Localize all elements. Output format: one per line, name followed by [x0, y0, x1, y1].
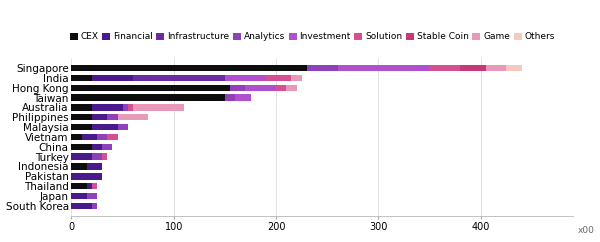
Bar: [276, 84, 286, 91]
Bar: [133, 75, 225, 81]
Bar: [225, 75, 266, 81]
Bar: [71, 134, 82, 140]
Bar: [71, 163, 87, 170]
Bar: [92, 144, 102, 150]
Bar: [71, 193, 87, 199]
Bar: [245, 84, 276, 91]
Bar: [92, 124, 118, 130]
Bar: [292, 75, 302, 81]
Bar: [92, 114, 107, 121]
Bar: [71, 183, 87, 189]
Bar: [460, 65, 486, 71]
Bar: [266, 75, 292, 81]
Bar: [92, 183, 97, 189]
Bar: [97, 134, 107, 140]
Bar: [286, 84, 296, 91]
Bar: [71, 173, 102, 180]
Bar: [486, 65, 506, 71]
Bar: [87, 183, 92, 189]
Bar: [128, 104, 133, 111]
Bar: [430, 65, 460, 71]
Bar: [82, 134, 97, 140]
Bar: [87, 193, 97, 199]
Bar: [71, 124, 92, 130]
Bar: [71, 114, 92, 121]
Text: x00: x00: [578, 226, 595, 235]
Bar: [71, 144, 92, 150]
Bar: [107, 134, 118, 140]
Bar: [506, 65, 522, 71]
Bar: [71, 75, 92, 81]
Bar: [71, 104, 92, 111]
Bar: [118, 114, 148, 121]
Bar: [92, 75, 133, 81]
Bar: [102, 153, 107, 160]
Bar: [71, 65, 307, 71]
Bar: [92, 153, 102, 160]
Bar: [122, 104, 128, 111]
Bar: [230, 84, 245, 91]
Bar: [307, 65, 338, 71]
Bar: [71, 94, 225, 101]
Bar: [71, 203, 92, 209]
Bar: [92, 104, 122, 111]
Bar: [338, 65, 430, 71]
Bar: [107, 114, 118, 121]
Bar: [71, 153, 92, 160]
Bar: [133, 104, 184, 111]
Bar: [87, 163, 102, 170]
Bar: [235, 94, 251, 101]
Bar: [225, 94, 235, 101]
Legend: CEX, Financial, Infrastructure, Analytics, Investment, Solution, Stable Coin, Ga: CEX, Financial, Infrastructure, Analytic…: [68, 30, 557, 43]
Bar: [102, 144, 112, 150]
Bar: [71, 84, 230, 91]
Bar: [118, 124, 128, 130]
Bar: [92, 203, 97, 209]
